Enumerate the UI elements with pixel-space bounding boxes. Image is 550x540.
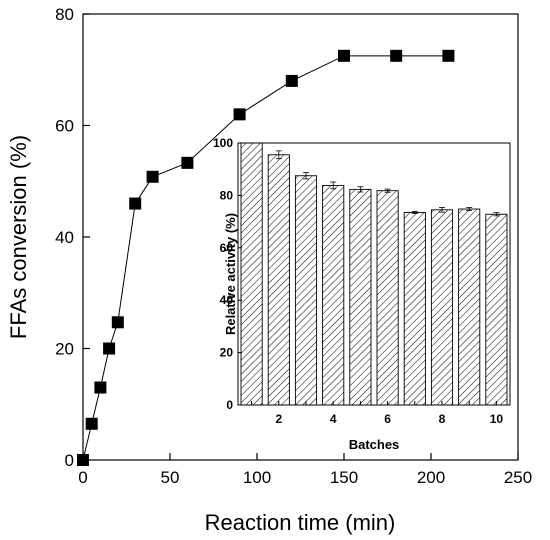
main-data-point	[338, 49, 350, 62]
main-data-point	[77, 454, 89, 466]
inset-bar	[458, 208, 481, 406]
main-data-point	[390, 49, 403, 62]
main-data-point	[85, 417, 98, 430]
inset-y-axis: 0 20 40 60 80 100	[213, 136, 242, 412]
inset-bar	[294, 175, 318, 406]
main-x-tick-label: 150	[330, 468, 358, 487]
main-x-axis: 0 50 100 150 200 250	[78, 453, 532, 487]
inset-x-axis-label: Batches	[349, 437, 400, 452]
inset-bar	[403, 211, 426, 406]
inset-x-tick-label: 8	[439, 412, 446, 426]
inset-bars	[240, 142, 508, 406]
inset-bar	[430, 209, 454, 406]
main-data-point	[111, 316, 124, 329]
main-data-point	[103, 342, 116, 355]
inset-bar	[349, 188, 372, 406]
main-y-tick-label: 40	[55, 228, 74, 247]
main-y-axis-label: FFAs conversion (%)	[6, 135, 31, 339]
inset-x-tick-label: 2	[275, 412, 282, 426]
main-x-tick-label: 100	[243, 468, 271, 487]
main-y-tick-label: 80	[55, 5, 74, 24]
main-data-point	[442, 49, 455, 62]
inset-x-axis: 2 4 6 8 10	[251, 401, 504, 426]
inset-y-tick-label: 100	[213, 136, 233, 150]
main-y-tick-label: 0	[65, 451, 74, 470]
main-data-point	[94, 381, 107, 394]
main-x-tick-label: 200	[417, 468, 445, 487]
main-data-point	[181, 156, 194, 169]
main-data-point	[146, 170, 159, 183]
main-data-point	[285, 74, 298, 87]
main-series-points	[77, 49, 455, 466]
main-y-axis: 0 20 40 60 80	[55, 5, 90, 470]
main-y-tick-label: 60	[55, 117, 74, 136]
inset-x-tick-label: 6	[384, 412, 391, 426]
inset-x-tick-label: 4	[330, 412, 337, 426]
inset-bar	[240, 142, 263, 406]
inset-y-tick-label: 80	[220, 188, 234, 202]
inset-x-tick-label: 10	[490, 412, 504, 426]
inset-y-tick-label: 60	[220, 241, 234, 255]
main-y-tick-label: 20	[55, 340, 74, 359]
inset-chart: 2 4 6 8 10 0 20 40 60 80 100 Batches Relative act…	[213, 136, 511, 452]
inset-bar	[267, 154, 290, 406]
inset-bar	[322, 184, 345, 406]
inset-y-tick-label: 0	[226, 398, 233, 412]
main-x-tick-label: 50	[161, 468, 180, 487]
main-x-tick-label: 0	[78, 468, 87, 487]
inset-y-axis-label: Relative activity (%)	[223, 213, 238, 335]
inset-bar	[485, 213, 508, 406]
main-data-point	[129, 197, 142, 210]
inset-y-tick-label: 20	[220, 346, 234, 360]
inset-y-tick-label: 40	[220, 293, 234, 307]
inset-bar	[376, 190, 399, 406]
main-data-point	[233, 108, 246, 121]
main-x-axis-label: Reaction time (min)	[205, 510, 396, 535]
inset-plot-frame	[237, 142, 511, 406]
main-x-tick-label: 250	[504, 468, 532, 487]
